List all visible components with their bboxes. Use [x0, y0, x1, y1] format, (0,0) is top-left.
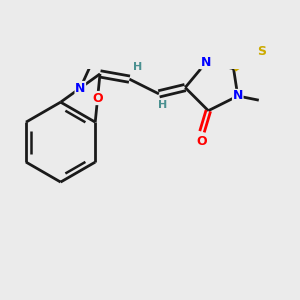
Text: N: N [201, 56, 211, 69]
Text: O: O [197, 135, 207, 148]
Text: N: N [75, 82, 86, 94]
Text: N: N [232, 89, 243, 103]
Text: S: S [257, 45, 266, 58]
Text: H: H [133, 61, 142, 71]
Text: H: H [158, 100, 168, 110]
Text: O: O [92, 92, 103, 104]
